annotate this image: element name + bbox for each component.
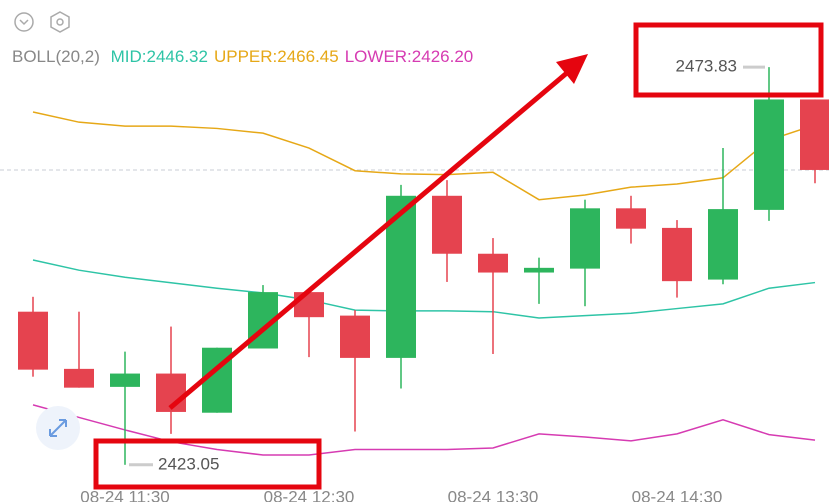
candle-body [662, 227, 692, 282]
toolbar-icons [14, 11, 70, 33]
candle-body [18, 311, 48, 370]
expand-button[interactable] [36, 406, 80, 450]
indicator-legend: BOLL(20,2) MID:2446.32 UPPER:2466.45 LOWER… [12, 47, 473, 66]
x-tick-label: 08-24 11:30 [80, 487, 169, 502]
x-tick-label: 08-24 13:30 [448, 487, 539, 502]
x-tick-label: 08-24 12:30 [264, 487, 355, 502]
high-box [633, 22, 824, 98]
band-line [32, 111, 816, 201]
plot-area: 08-24 11:30 08-24 12:30 08-24 13:30 08-24 1… [0, 57, 829, 502]
settings-dot [56, 18, 64, 26]
low-label: 2423.05 [158, 454, 219, 473]
trend-arrow [168, 70, 570, 410]
candle-body [478, 253, 508, 273]
band-line [32, 404, 816, 456]
chevron [19, 19, 29, 26]
candle-body [340, 315, 370, 358]
candle-body [754, 99, 784, 210]
indicator-name: BOLL(20,2) [12, 47, 100, 66]
arrow-head [556, 54, 588, 84]
high-label: 2473.83 [676, 57, 737, 76]
candle-body [64, 368, 94, 388]
candle-body [110, 373, 140, 387]
candle-body [432, 195, 462, 254]
expand-glyph [49, 419, 67, 437]
candle-body [800, 99, 829, 170]
candle-body [294, 292, 324, 318]
candle-body [524, 267, 554, 273]
low-box [93, 438, 322, 490]
collapse-icon[interactable] [14, 12, 34, 32]
candle-body [616, 208, 646, 229]
settings-icon[interactable] [50, 11, 70, 33]
legend-entry: LOWER:2426.20 [345, 47, 474, 66]
candle-body [708, 209, 738, 280]
x-tick-label: 08-24 14:30 [632, 487, 723, 502]
legend-entry: UPPER:2466.45 [214, 47, 339, 66]
candle-body [570, 208, 600, 269]
legend-entry: MID:2446.32 [111, 47, 208, 66]
highlight-overlay [93, 22, 824, 490]
band-line [32, 259, 816, 319]
